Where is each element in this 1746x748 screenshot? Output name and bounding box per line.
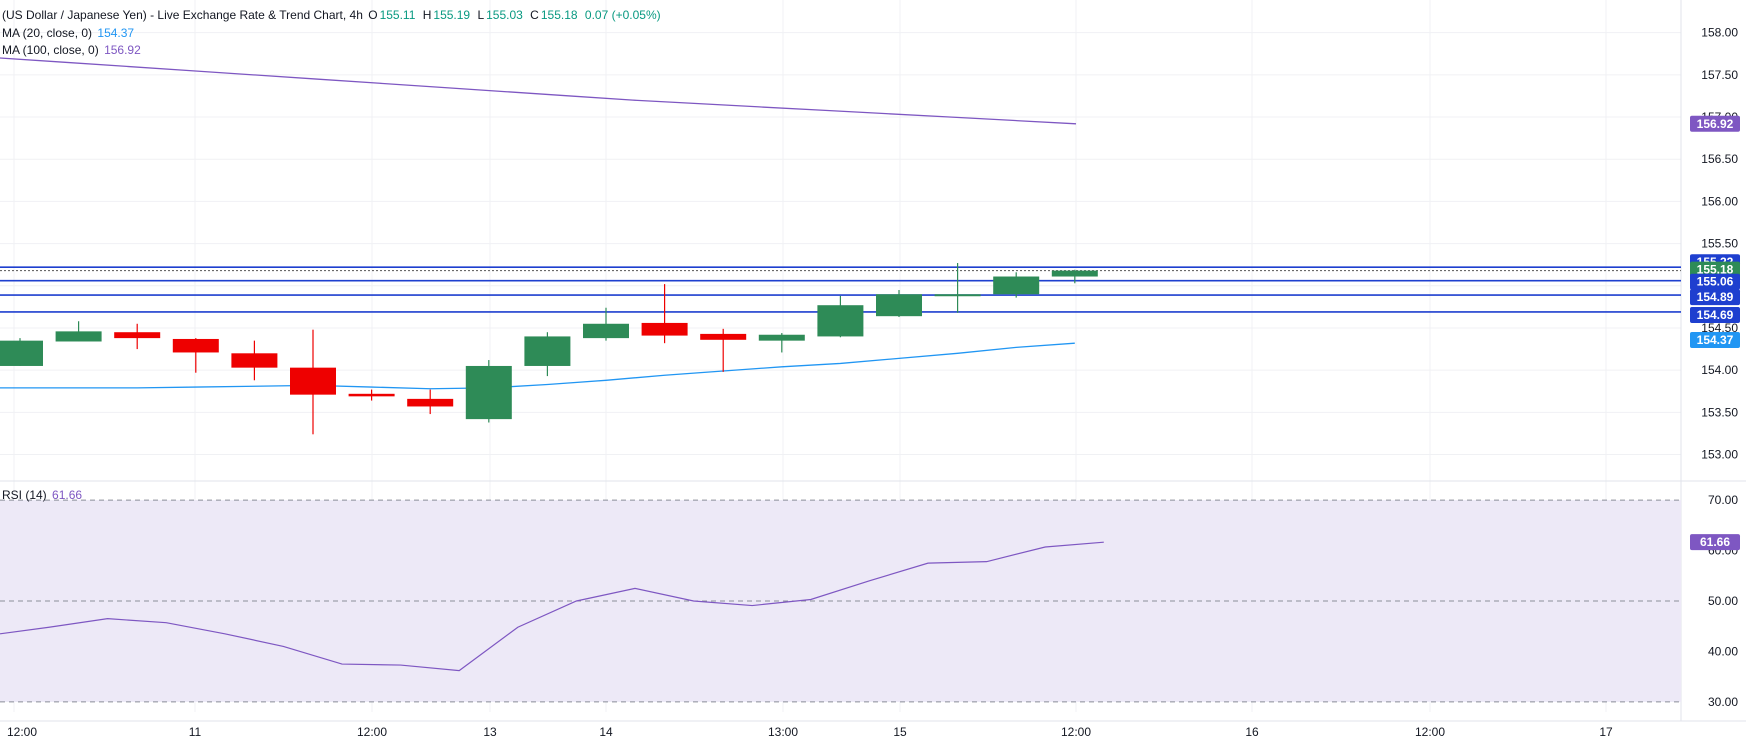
- price-tag-text: 156.92: [1697, 117, 1734, 131]
- time-tick-label: 14: [599, 725, 613, 739]
- rsi-line: [0, 541, 1104, 672]
- rsi-tick-label: 30.00: [1708, 695, 1738, 709]
- candle-up: [993, 276, 1040, 295]
- price-tick-label: 153.50: [1701, 405, 1738, 419]
- candle-up: [465, 365, 512, 420]
- rsi-tick-label: 50.00: [1708, 594, 1738, 608]
- ma20-label: MA (20, close, 0): [2, 26, 93, 40]
- candle-up: [524, 336, 571, 366]
- candle-down: [114, 332, 161, 339]
- candle-down: [348, 393, 395, 397]
- time-tick-label: 12:00: [7, 725, 37, 739]
- time-tick-label: 16: [1245, 725, 1259, 739]
- rsi-label: RSI (14): [2, 488, 47, 502]
- candle-down: [641, 322, 688, 336]
- ma100-label: MA (100, close, 0): [2, 43, 99, 57]
- ma20-line: [0, 342, 1075, 390]
- ma20-legend[interactable]: MA (20, close, 0) 154.37: [2, 26, 136, 40]
- price-tick-label: 154.00: [1701, 363, 1738, 377]
- price-tag-text: 154.69: [1697, 308, 1734, 322]
- candle-up: [876, 294, 922, 317]
- price-tag: [1690, 331, 1740, 348]
- ohlc-open: O 155.11: [368, 8, 416, 22]
- price-tag: [1690, 306, 1740, 323]
- ohlc-low: L 155.03: [477, 8, 523, 22]
- candle-up: [0, 340, 43, 366]
- rsi-series: [0, 499, 1681, 703]
- candle-up: [934, 294, 981, 297]
- candle-down: [172, 338, 219, 353]
- ma100-line: [0, 57, 1077, 125]
- time-tick-label: 12:00: [357, 725, 387, 739]
- price-tick-label: 153.00: [1701, 448, 1738, 462]
- ohlc-close: C 155.18: [530, 8, 578, 22]
- price-tick-label: 154.50: [1701, 321, 1738, 335]
- rsi-tick-label: 70.00: [1708, 493, 1738, 507]
- price-tick-label: 157.50: [1701, 68, 1738, 82]
- candles: [0, 263, 1098, 435]
- price-tag: [1690, 273, 1740, 290]
- candle-down: [700, 333, 747, 340]
- axes: 153.00153.50154.00154.50155.00155.50156.…: [7, 26, 1738, 739]
- price-tick-label: 158.00: [1701, 26, 1738, 40]
- candle-up: [758, 334, 805, 341]
- moving-averages: [0, 57, 1077, 390]
- price-tag: [1690, 289, 1740, 306]
- candle-up: [583, 323, 629, 339]
- rsi-tick-label: 40.00: [1708, 644, 1738, 658]
- candle-down: [290, 367, 336, 395]
- ohlc-high: H 155.19: [422, 8, 471, 22]
- time-tick-label: 12:00: [1415, 725, 1445, 739]
- price-tag-text: 155.18: [1697, 263, 1734, 277]
- rsi-value: 61.66: [52, 488, 83, 502]
- price-labels: 155.22155.18155.06154.89154.69154.37156.…: [1690, 115, 1740, 551]
- price-tag: [1690, 115, 1740, 132]
- ohlc-change: 0.07 (+0.05%): [584, 8, 661, 22]
- chart-title: (US Dollar / Japanese Yen) - Live Exchan…: [2, 8, 363, 22]
- time-tick-label: 13: [483, 725, 497, 739]
- time-tick-label: 17: [1599, 725, 1613, 739]
- time-tick-label: 13:00: [768, 725, 798, 739]
- rsi-tag: [1690, 534, 1740, 551]
- ma100-value: 156.92: [104, 43, 141, 57]
- time-tick-label: 11: [189, 725, 202, 739]
- time-tick-label: 12:00: [1061, 725, 1091, 739]
- rsi-tag-text: 61.66: [1700, 535, 1730, 549]
- candle-up: [1051, 270, 1098, 277]
- candle-up: [817, 305, 864, 337]
- price-tick-label: 156.00: [1701, 194, 1738, 208]
- candle-up: [55, 331, 102, 342]
- price-tick-label: 156.50: [1701, 152, 1738, 166]
- time-tick-label: 15: [893, 725, 907, 739]
- chart-header: (US Dollar / Japanese Yen) - Live Exchan…: [2, 8, 663, 22]
- price-tag-text: 154.89: [1697, 290, 1734, 304]
- price-tag-text: 154.37: [1697, 333, 1734, 347]
- price-tag-text: 155.06: [1697, 275, 1734, 289]
- rsi-legend[interactable]: RSI (14) 61.66: [2, 488, 84, 502]
- candle-down: [407, 398, 454, 407]
- ma100-legend[interactable]: MA (100, close, 0) 156.92: [2, 43, 143, 57]
- candle-down: [231, 353, 278, 368]
- price-tick-label: 155.50: [1701, 237, 1738, 251]
- ma20-value: 154.37: [97, 26, 135, 40]
- price-tag: [1690, 261, 1740, 278]
